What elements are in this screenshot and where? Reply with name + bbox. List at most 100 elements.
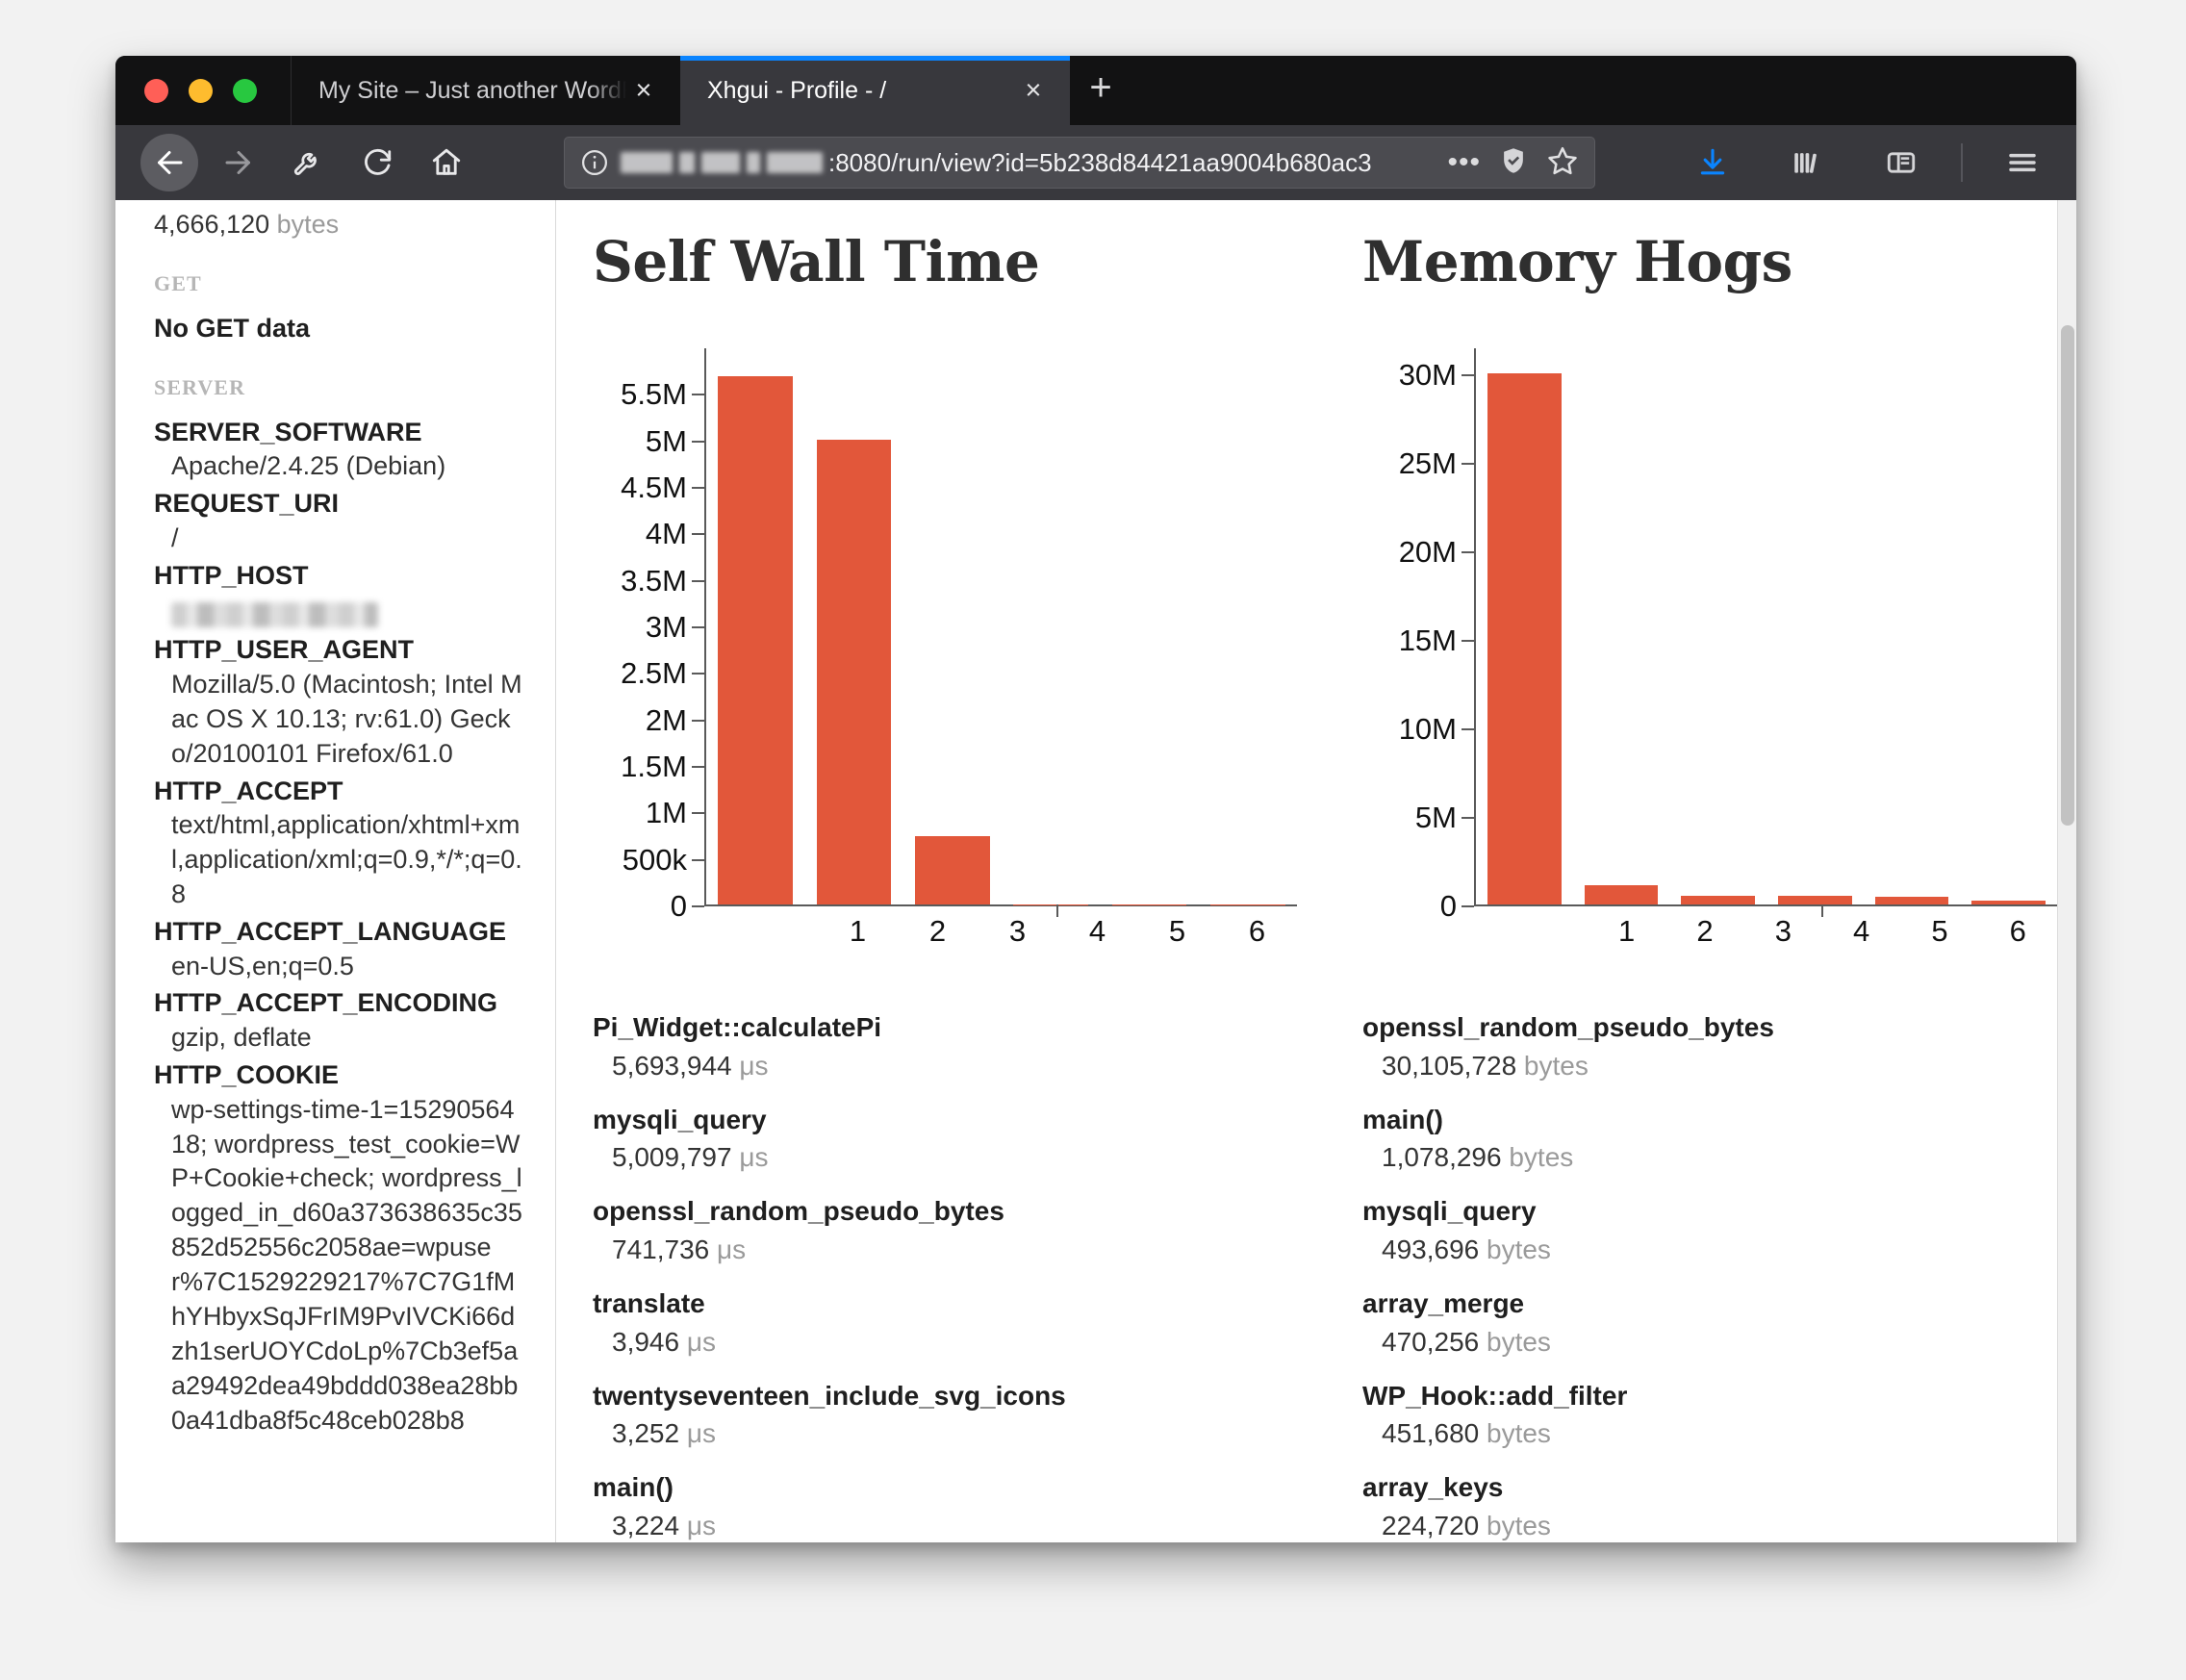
bar[interactable] bbox=[1584, 885, 1659, 904]
function-name[interactable]: mysqli_query bbox=[593, 1104, 767, 1134]
urlbar-actions: ••• bbox=[1447, 144, 1579, 182]
server-value-http-user-agent: Mozilla/5.0 (Macintosh; Intel Mac OS X 1… bbox=[171, 669, 522, 768]
library-icon[interactable] bbox=[1778, 134, 1836, 191]
info-circle-icon[interactable] bbox=[580, 148, 609, 177]
bars-group bbox=[706, 348, 1297, 904]
y-tick-label: 0 bbox=[1439, 889, 1457, 923]
y-tick-mark bbox=[692, 673, 704, 675]
function-value-number: 3,224 bbox=[612, 1511, 687, 1541]
y-tick-mark bbox=[1462, 639, 1474, 642]
page-actions-icon[interactable]: ••• bbox=[1447, 146, 1481, 178]
y-tick-mark bbox=[1462, 373, 1474, 376]
function-name[interactable]: main() bbox=[593, 1472, 674, 1503]
function-value: 3,252 μs bbox=[593, 1416, 1297, 1451]
forward-icon[interactable] bbox=[210, 134, 267, 191]
browser-tab-xhgui[interactable]: Xhgui - Profile - / × bbox=[680, 56, 1070, 125]
function-name[interactable]: WP_Hook::add_filter bbox=[1362, 1380, 1628, 1411]
bar[interactable] bbox=[1681, 895, 1755, 904]
chart-title: Self Wall Time bbox=[593, 229, 1040, 294]
y-tick-mark bbox=[1462, 550, 1474, 553]
y-tick-label: 25M bbox=[1398, 445, 1457, 480]
function-value-unit: bytes bbox=[1487, 1418, 1551, 1449]
total-bytes-value: 4,666,120 bbox=[154, 210, 270, 239]
shield-icon[interactable] bbox=[1498, 145, 1529, 181]
y-tick-mark bbox=[692, 766, 704, 768]
server-value-http-accept-encoding: gzip, deflate bbox=[171, 1023, 312, 1053]
bar-slot bbox=[1767, 348, 1864, 904]
bar-slot bbox=[1002, 348, 1100, 904]
close-icon[interactable]: × bbox=[1025, 74, 1042, 106]
bar[interactable] bbox=[1778, 896, 1852, 904]
y-tick-label: 15M bbox=[1398, 623, 1457, 657]
wrench-icon[interactable] bbox=[279, 134, 337, 191]
function-name[interactable]: twentyseventeen_include_svg_icons bbox=[593, 1380, 1066, 1411]
vertical-scrollbar[interactable] bbox=[2057, 200, 2076, 1542]
browser-window: My Site – Just another WordPress si × Xh… bbox=[115, 56, 2076, 1542]
bar[interactable] bbox=[816, 440, 892, 904]
function-value: 470,256 bytes bbox=[1362, 1325, 2057, 1360]
function-value-unit: bytes bbox=[1487, 1511, 1551, 1541]
function-name[interactable]: mysqli_query bbox=[1362, 1196, 1537, 1227]
function-value: 3,946 μs bbox=[593, 1325, 1297, 1360]
function-name[interactable]: Pi_Widget::calculatePi bbox=[593, 1012, 882, 1042]
minimize-window-button[interactable] bbox=[189, 78, 213, 103]
function-value-number: 3,252 bbox=[612, 1418, 687, 1449]
function-value: 1,078,296 bytes bbox=[1362, 1140, 2057, 1175]
function-name[interactable]: array_keys bbox=[1362, 1472, 1504, 1503]
function-name[interactable]: openssl_random_pseudo_bytes bbox=[1362, 1012, 1774, 1042]
bar[interactable] bbox=[914, 835, 990, 904]
bookmark-star-icon[interactable] bbox=[1546, 144, 1579, 182]
bar[interactable] bbox=[1487, 372, 1562, 904]
chart-title: Memory Hogs bbox=[1362, 229, 1792, 294]
server-key-request-uri: REQUEST_URI bbox=[154, 489, 340, 519]
close-icon[interactable]: × bbox=[635, 74, 652, 106]
bar-slot bbox=[1476, 348, 1573, 904]
url-text: :8080/run/view?id=5b238d84421aa9004b680a… bbox=[828, 147, 1372, 177]
hamburger-menu-icon[interactable] bbox=[1994, 134, 2051, 191]
y-tick-label: 0 bbox=[670, 889, 687, 923]
y-tick-label: 3M bbox=[645, 610, 687, 644]
function-name[interactable]: translate bbox=[593, 1287, 705, 1318]
bar-slot bbox=[706, 348, 804, 904]
window-controls bbox=[115, 56, 291, 125]
y-tick-label: 10M bbox=[1398, 711, 1457, 746]
zoom-window-button[interactable] bbox=[233, 78, 257, 103]
bar[interactable] bbox=[1971, 900, 2046, 904]
x-tick-label: 1 bbox=[1588, 904, 1823, 949]
y-tick-label: 30M bbox=[1398, 357, 1457, 392]
function-value-number: 451,680 bbox=[1382, 1418, 1487, 1449]
y-tick-mark bbox=[1462, 462, 1474, 465]
function-value-number: 224,720 bbox=[1382, 1511, 1487, 1541]
x-tick-label: 4 bbox=[1821, 904, 1900, 949]
sidebar-icon[interactable] bbox=[1872, 134, 1930, 191]
scrollbar-thumb[interactable] bbox=[2061, 325, 2074, 826]
server-value-http-accept: text/html,application/xhtml+xml,applicat… bbox=[171, 810, 522, 908]
y-tick-mark bbox=[692, 579, 704, 582]
reload-icon[interactable] bbox=[348, 134, 406, 191]
function-value-number: 1,078,296 bbox=[1382, 1142, 1510, 1173]
function-value: 224,720 bytes bbox=[1362, 1509, 2057, 1542]
server-value-http-host-redacted bbox=[171, 602, 378, 628]
x-tick-label: 6 bbox=[1056, 904, 1297, 949]
bar[interactable] bbox=[1874, 896, 1949, 904]
function-name[interactable]: main() bbox=[1362, 1104, 1443, 1134]
address-bar[interactable]: :8080/run/view?id=5b238d84421aa9004b680a… bbox=[564, 137, 1595, 189]
download-icon[interactable] bbox=[1684, 134, 1741, 191]
function-name[interactable]: openssl_random_pseudo_bytes bbox=[593, 1196, 1004, 1227]
function-name[interactable]: array_merge bbox=[1362, 1287, 1525, 1318]
bar-slot bbox=[804, 348, 902, 904]
tab-strip: My Site – Just another WordPress si × Xh… bbox=[115, 56, 2076, 125]
back-icon[interactable] bbox=[140, 134, 198, 191]
y-tick-label: 5M bbox=[1414, 800, 1457, 834]
new-tab-button[interactable]: + bbox=[1089, 66, 1112, 109]
function-value: 5,009,797 μs bbox=[593, 1140, 1297, 1175]
home-icon[interactable] bbox=[418, 134, 475, 191]
server-key-http-cookie: HTTP_COOKIE bbox=[154, 1059, 340, 1089]
close-window-button[interactable] bbox=[144, 78, 168, 103]
bar[interactable] bbox=[718, 376, 794, 904]
server-key-http-accept: HTTP_ACCEPT bbox=[154, 776, 343, 805]
browser-tab-wordpress[interactable]: My Site – Just another WordPress si × bbox=[291, 56, 680, 125]
